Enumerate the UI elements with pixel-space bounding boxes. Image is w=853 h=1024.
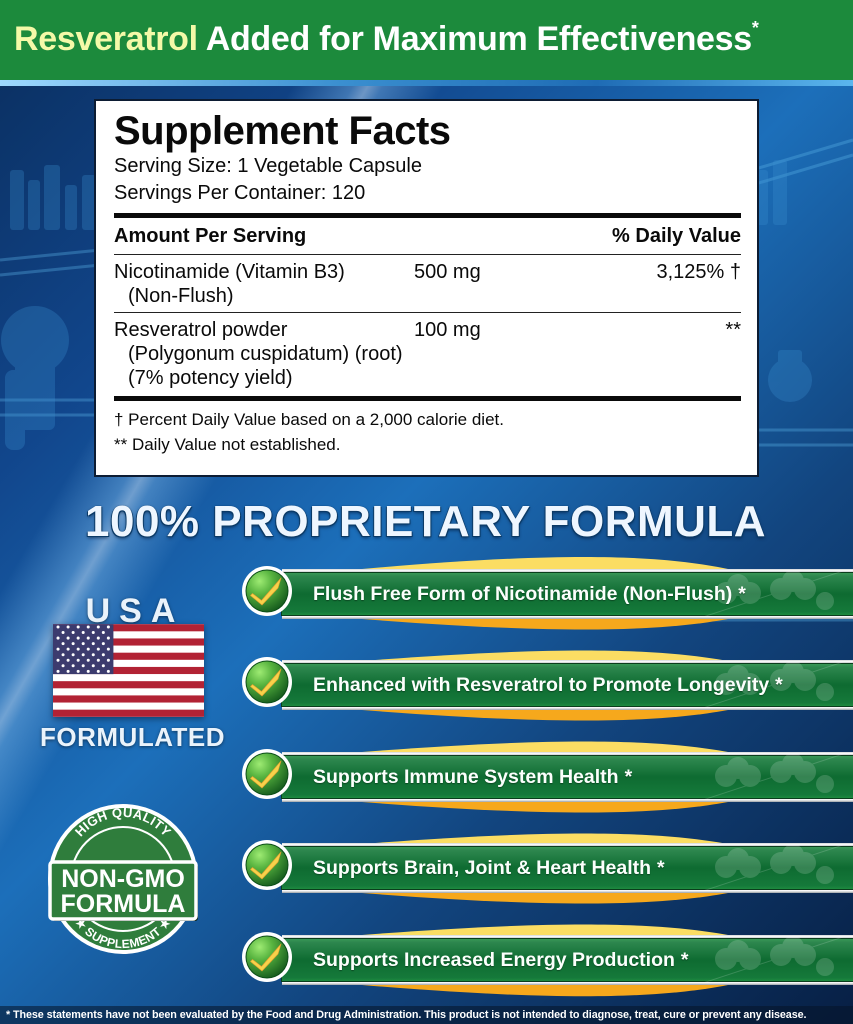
- svg-text:FORMULA: FORMULA: [61, 890, 186, 918]
- svg-text:NON-GMO: NON-GMO: [61, 865, 185, 893]
